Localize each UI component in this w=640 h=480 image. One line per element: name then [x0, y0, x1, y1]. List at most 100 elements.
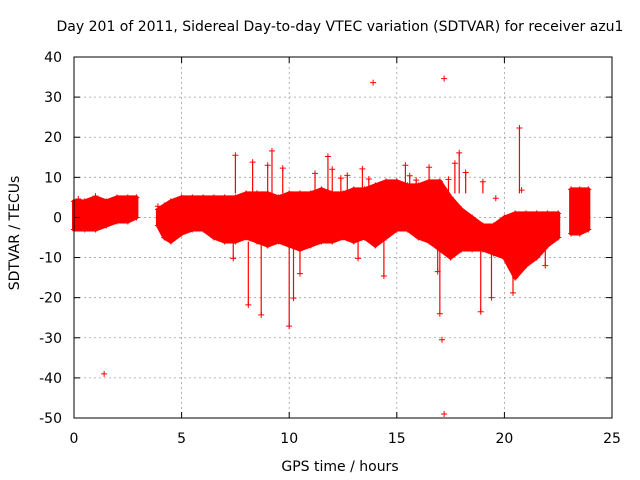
data-point	[370, 79, 377, 86]
y-tick-labels: 40 30 20 10 0 -10 -20 -30 -40 -50	[39, 50, 62, 427]
data-point	[189, 194, 196, 201]
data-point	[296, 270, 303, 277]
data-point	[312, 170, 319, 177]
data-point	[522, 262, 529, 269]
data-point	[268, 147, 275, 154]
data-point	[275, 194, 282, 201]
data-point	[286, 323, 293, 330]
data-point	[279, 165, 286, 172]
data-point	[585, 186, 592, 193]
data-point	[114, 218, 121, 225]
data-point	[318, 238, 325, 245]
data-point	[232, 152, 239, 159]
data-point	[402, 162, 409, 169]
data-point	[533, 210, 540, 217]
data-point	[355, 255, 362, 262]
data-point	[359, 165, 366, 172]
y-tick-label: 40	[44, 50, 62, 66]
data-point	[200, 194, 207, 201]
data-point	[533, 254, 540, 261]
y-tick-label: 10	[44, 170, 62, 186]
data-point	[230, 255, 237, 262]
data-point	[544, 210, 551, 217]
data-point	[490, 222, 497, 229]
data-point	[441, 410, 448, 417]
data-point	[178, 230, 185, 237]
data-point	[178, 194, 185, 201]
data-point	[92, 226, 99, 233]
data-point	[340, 234, 346, 241]
data-point	[232, 238, 239, 245]
data-point	[350, 186, 357, 193]
data-point	[479, 222, 486, 229]
data-point	[451, 160, 458, 167]
data-point	[103, 222, 110, 229]
data-point	[189, 226, 196, 233]
data-point	[275, 238, 282, 245]
y-tick-label: -30	[39, 331, 62, 347]
data-point	[555, 210, 562, 217]
data-point	[436, 178, 443, 185]
data-point	[200, 226, 207, 233]
data-point	[210, 194, 217, 201]
x-tick-label: 25	[603, 431, 621, 447]
data-point	[133, 214, 140, 221]
data-point	[576, 186, 583, 193]
data-point	[434, 268, 441, 275]
chart-title: Day 201 of 2011, Sidereal Day-to-day VTE…	[57, 19, 624, 35]
data-point	[243, 234, 250, 241]
data-point	[456, 149, 463, 156]
data-point	[576, 230, 583, 237]
data-point	[406, 172, 413, 179]
data-point	[372, 242, 379, 249]
data-point	[101, 370, 108, 377]
data-point	[522, 210, 529, 217]
data-point	[124, 218, 131, 225]
data-point	[318, 186, 325, 193]
data-point	[124, 194, 131, 201]
data-point	[458, 246, 465, 253]
x-tick-labels: 0 5 10 15 20 25	[70, 431, 621, 447]
data-point	[426, 164, 433, 171]
data-point	[161, 202, 168, 209]
x-tick-label: 20	[495, 431, 513, 447]
data-point	[542, 262, 549, 269]
data-point	[114, 194, 121, 201]
data-point	[404, 226, 411, 233]
data-point	[365, 175, 372, 182]
x-tick-label: 15	[388, 431, 406, 447]
data-point	[133, 194, 140, 201]
y-tick-label: 20	[44, 130, 62, 146]
data-point	[340, 190, 346, 197]
data-point	[329, 238, 336, 245]
data-point	[337, 175, 344, 182]
data-point	[221, 238, 228, 245]
data-point	[253, 190, 260, 197]
data-point	[479, 178, 486, 185]
data-point	[243, 190, 250, 197]
data-point	[510, 289, 517, 296]
data-point	[568, 186, 575, 193]
data-point	[426, 238, 433, 245]
data-point	[383, 178, 390, 185]
data-point	[501, 254, 508, 261]
data-point	[516, 124, 523, 131]
x-tick-label: 10	[280, 431, 298, 447]
y-tick-label: -50	[39, 411, 62, 427]
data-point	[383, 234, 390, 241]
data-point	[445, 176, 452, 183]
data-point	[361, 234, 368, 241]
data-point	[438, 336, 445, 343]
data-point	[264, 242, 271, 249]
y-tick-label: -20	[39, 291, 62, 307]
y-tick-label: 30	[44, 90, 62, 106]
data-point	[413, 177, 420, 184]
data-point	[441, 75, 448, 82]
data-point	[458, 206, 465, 213]
data-point	[253, 238, 260, 245]
data-point	[307, 190, 314, 197]
data-point	[518, 187, 525, 194]
data-point	[75, 195, 82, 202]
data-point	[154, 203, 161, 210]
